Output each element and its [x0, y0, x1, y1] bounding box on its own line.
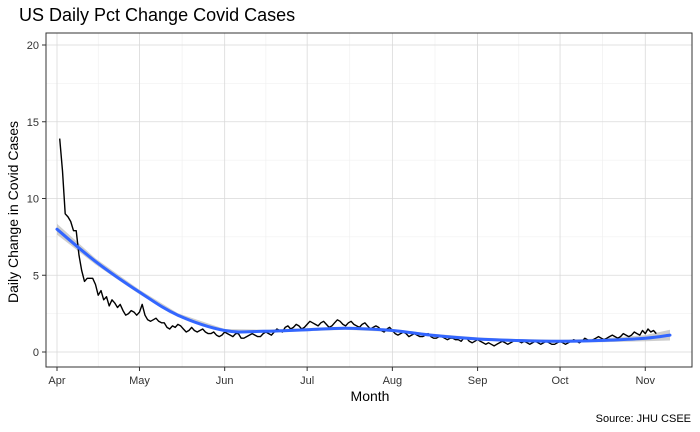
plot-panel: 0 5 10 15 20 Apr May Jun Jul Aug Sep Oct Nov: [27, 32, 693, 387]
y-tick-label: 0: [33, 347, 39, 359]
y-axis-label: Daily Change in Covid Cases: [5, 121, 21, 303]
chart-caption: Source: JHU CSEE: [596, 413, 691, 425]
chart-title: US Daily Pct Change Covid Cases: [19, 5, 295, 25]
y-tick-label: 5: [33, 270, 39, 282]
x-tick-label: Jul: [300, 375, 314, 387]
smoothed-trend-line: [55, 227, 672, 343]
x-tick-label: May: [129, 375, 150, 387]
x-tick-label: Nov: [635, 375, 655, 387]
x-tick-label: Oct: [551, 375, 568, 387]
x-tick-label: Sep: [468, 375, 488, 387]
y-tick-label: 15: [27, 117, 39, 129]
plot-background: [46, 33, 692, 367]
x-tick-label: Apr: [48, 375, 65, 387]
daily-change-line: [59, 138, 657, 347]
y-tick-label: 20: [27, 40, 39, 52]
x-axis-label: Month: [351, 388, 390, 404]
plot-border: [45, 32, 693, 368]
x-tick-label: Jun: [216, 375, 234, 387]
x-tick-label: Aug: [383, 375, 403, 387]
y-tick-label: 10: [27, 194, 39, 206]
